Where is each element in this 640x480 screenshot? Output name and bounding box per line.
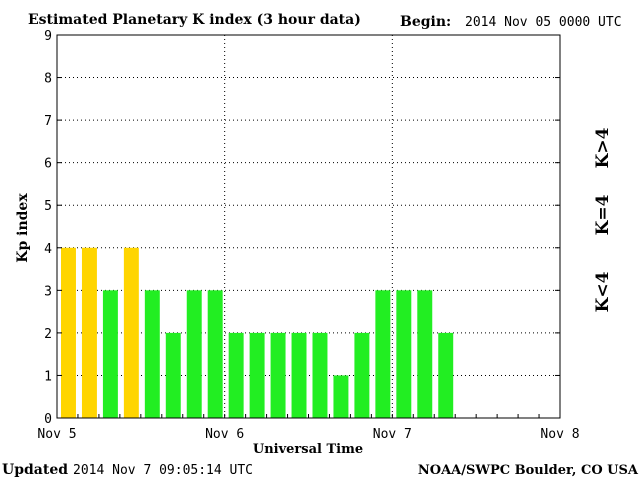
y-tick-label: 3 — [44, 284, 52, 299]
kp-bar — [312, 332, 328, 418]
kp-bar — [249, 332, 265, 418]
kp-bar — [228, 332, 244, 418]
x-tick-label: Nov 7 — [373, 427, 412, 442]
kp-bar — [291, 332, 307, 418]
credit-text: NOAA/SWPC Boulder, CO USA — [418, 463, 639, 478]
kp-bar — [144, 290, 160, 418]
y-tick-label: 9 — [44, 29, 52, 44]
kp-bar — [417, 290, 433, 418]
y-tick-label: 1 — [44, 369, 52, 384]
y-axis-label: Kp index — [15, 193, 31, 263]
kp-bar — [207, 290, 223, 418]
kp-bar — [61, 247, 76, 418]
legend-high: K>4 — [593, 127, 613, 168]
y-tick-label: 7 — [44, 114, 52, 129]
kp-bar — [81, 247, 97, 418]
y-tick-label: 8 — [44, 72, 52, 87]
kp-bar — [123, 247, 139, 418]
y-tick-label: 6 — [44, 157, 52, 172]
x-tick-label: Nov 8 — [540, 427, 579, 442]
x-tick-label: Nov 5 — [37, 427, 76, 442]
kp-bar — [333, 375, 349, 418]
legend-mid: K=4 — [593, 194, 613, 235]
y-tick-label: 4 — [44, 242, 52, 257]
kp-bar — [102, 290, 118, 418]
kp-bar — [270, 332, 286, 418]
kp-bar — [396, 290, 412, 418]
y-tick-label: 5 — [44, 199, 52, 214]
chart-title: Estimated Planetary K index (3 hour data… — [28, 12, 361, 28]
begin-label: Begin: — [400, 14, 451, 30]
bars — [61, 247, 454, 418]
begin-value: 2014 Nov 05 0000 UTC — [465, 15, 622, 30]
y-tick-label: 2 — [44, 327, 52, 342]
x-tick-label: Nov 6 — [205, 427, 244, 442]
y-ticks: 0 1 2 3 4 5 6 7 8 9 — [44, 29, 560, 427]
kp-bar — [165, 332, 181, 418]
y-tick-label: 0 — [44, 412, 52, 427]
kp-bar — [354, 332, 370, 418]
x-ticks: Nov 5 Nov 6 Nov 7 Nov 8 — [37, 414, 580, 442]
x-axis-label: Universal Time — [253, 442, 363, 457]
updated-label: Updated — [2, 462, 68, 478]
kp-bar — [375, 290, 391, 418]
updated-value: 2014 Nov 7 09:05:14 UTC — [73, 463, 253, 478]
legend-low: K<4 — [593, 271, 613, 312]
kp-bar — [186, 290, 202, 418]
kp-bar — [438, 332, 454, 418]
